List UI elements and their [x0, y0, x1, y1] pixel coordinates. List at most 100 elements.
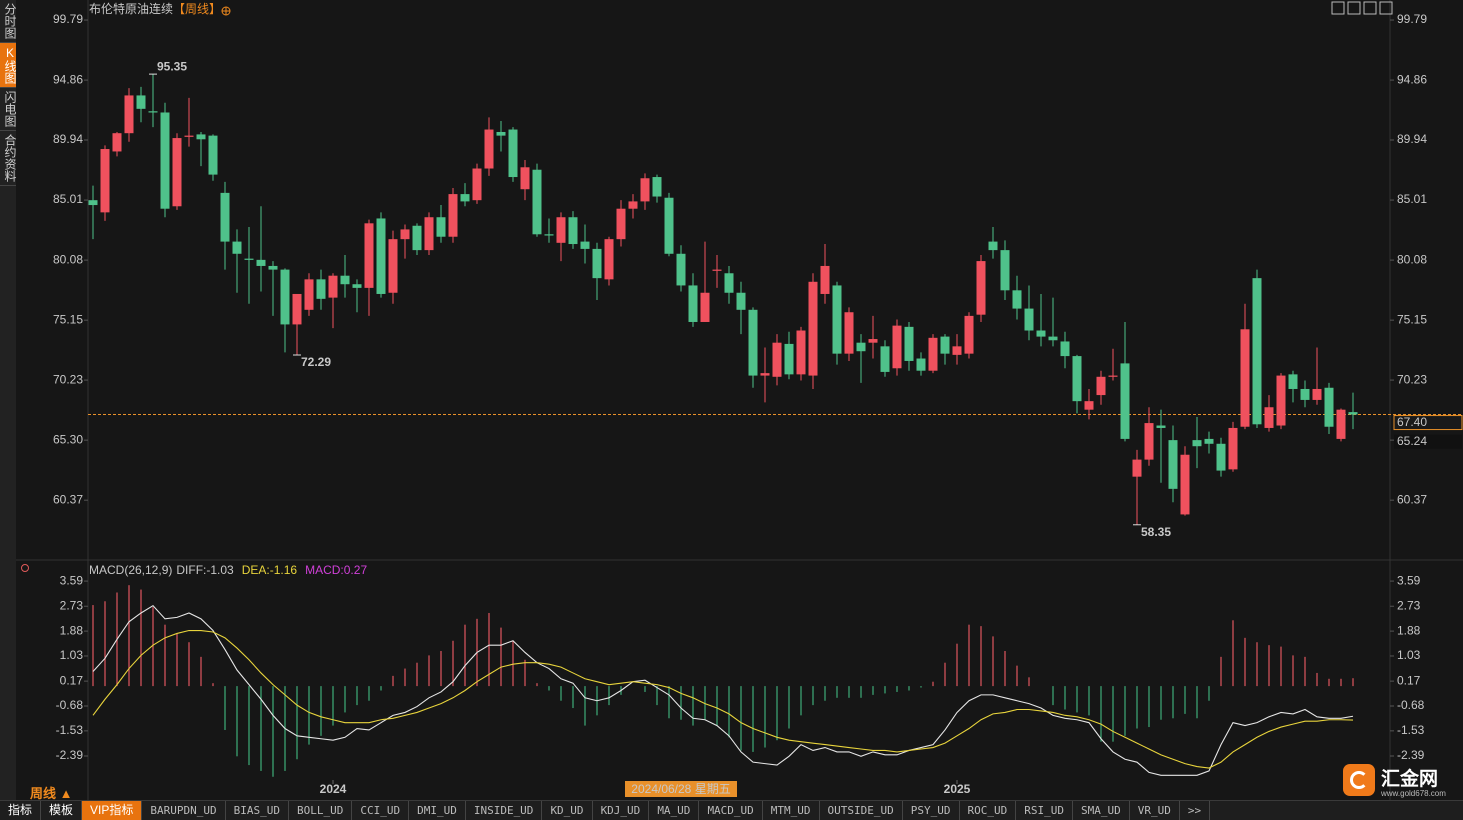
- y-tick-label: -0.68: [56, 698, 84, 712]
- settings-icon[interactable]: [21, 564, 29, 572]
- y-tick-label: 99.79: [53, 12, 83, 26]
- candle-body: [976, 261, 986, 315]
- y-tick-label: 70.23: [53, 372, 83, 386]
- candle-body: [688, 285, 698, 322]
- logo-url: www.gold678.com: [1381, 789, 1446, 798]
- macd-title: MACD(26,12,9): [89, 563, 172, 577]
- candle-body: [1036, 330, 1046, 337]
- candle-body: [988, 241, 998, 251]
- candle-body: [820, 265, 830, 294]
- bottom-tab[interactable]: PSY_UD: [903, 801, 960, 820]
- y-tick-label: 60.37: [53, 492, 83, 506]
- y-tick-label: -2.39: [56, 748, 84, 762]
- crosshair-date-box: [625, 781, 737, 797]
- candle-body: [1144, 423, 1154, 460]
- marker-price-box: [1394, 434, 1462, 449]
- candle-body: [412, 225, 422, 251]
- candle-body: [1348, 412, 1358, 415]
- chart-title: 布伦特原油连续【周线】: [89, 1, 221, 16]
- bottom-tab[interactable]: CCI_UD: [352, 801, 410, 820]
- y-tick-label: 94.86: [53, 72, 83, 86]
- candle-body: [268, 265, 278, 270]
- bottom-tab[interactable]: VR_UD: [1130, 801, 1180, 820]
- bottom-tab[interactable]: MTM_UD: [763, 801, 820, 820]
- y-tick-label: 0.17: [60, 673, 84, 687]
- bottom-tab[interactable]: VIP指标: [82, 801, 143, 820]
- candle-body: [568, 217, 578, 245]
- candle-body: [712, 269, 722, 271]
- bottom-tab[interactable]: BIAS_UD: [226, 801, 289, 820]
- y2-tick-label: -0.68: [1397, 698, 1425, 712]
- bottom-tab[interactable]: KD_UD: [542, 801, 593, 820]
- side-tabs: 分时图 K线图 闪电图 合约资料: [0, 0, 17, 800]
- candle-body: [160, 112, 170, 209]
- candle-body: [928, 337, 938, 371]
- bottom-tab[interactable]: DMI_UD: [409, 801, 466, 820]
- candle-body: [424, 217, 434, 251]
- side-tab[interactable]: 分时图: [0, 0, 17, 43]
- candle-body: [628, 201, 638, 209]
- y2-tick-label: 89.94: [1397, 132, 1427, 146]
- candle-body: [916, 358, 926, 371]
- candle-body: [808, 281, 818, 376]
- candle-body: [868, 339, 878, 343]
- bottom-tab[interactable]: KDJ_UD: [593, 801, 650, 820]
- candle-body: [124, 95, 134, 134]
- candle-body: [1192, 440, 1202, 447]
- bottom-tab[interactable]: MA_UD: [649, 801, 700, 820]
- candle-body: [1312, 388, 1322, 400]
- last-price-label: 67.40: [1397, 415, 1427, 429]
- candle-body: [604, 239, 614, 280]
- candle-body: [400, 229, 410, 240]
- candle-body: [1336, 409, 1346, 439]
- candle-body: [724, 273, 734, 293]
- tool-icon[interactable]: [1347, 1, 1361, 15]
- tool-icon[interactable]: [1331, 1, 1345, 15]
- candle-body: [544, 234, 554, 236]
- candle-body: [760, 373, 770, 376]
- candle-body: [304, 279, 314, 310]
- tool-icon[interactable]: [1363, 1, 1377, 15]
- candle-body: [100, 149, 110, 213]
- side-tab[interactable]: K线图: [0, 43, 17, 88]
- candle-body: [148, 111, 158, 113]
- period-selector[interactable]: 周线 ▲: [30, 786, 73, 801]
- y-tick-label: 85.01: [53, 192, 83, 206]
- candle-body: [1300, 388, 1310, 400]
- candle-body: [652, 177, 662, 197]
- candle-body: [1324, 387, 1334, 427]
- candle-body: [1000, 250, 1010, 291]
- bottom-tab[interactable]: BOLL_UD: [289, 801, 353, 820]
- candle-body: [844, 312, 854, 354]
- bottom-tab[interactable]: MACD_UD: [699, 801, 763, 820]
- last-price-box: [1393, 415, 1463, 431]
- y2-tick-label: 0.17: [1397, 673, 1421, 687]
- bottom-tab[interactable]: BARUPDN_UD: [142, 801, 226, 820]
- candle-body: [1240, 329, 1250, 427]
- side-tab[interactable]: 合约资料: [0, 131, 17, 186]
- bottom-tab[interactable]: RSI_UD: [1016, 801, 1074, 820]
- tool-icon[interactable]: [1379, 1, 1393, 15]
- y2-tick-label: 85.01: [1397, 192, 1427, 206]
- candle-body: [580, 241, 590, 249]
- candle-body: [1024, 308, 1034, 331]
- logo-name: 汇金网: [1381, 769, 1439, 790]
- candle-body: [892, 325, 902, 369]
- candle-body: [700, 292, 710, 322]
- candle-body: [664, 197, 674, 254]
- side-tab[interactable]: 闪电图: [0, 88, 17, 131]
- bottom-tab[interactable]: 模板: [41, 801, 83, 820]
- candle-body: [1012, 290, 1022, 309]
- bottom-tab[interactable]: ROC_UD: [960, 801, 1017, 820]
- y2-tick-label: 1.88: [1397, 623, 1421, 637]
- y-tick-label: -1.53: [56, 723, 84, 737]
- candle-body: [1156, 425, 1166, 428]
- candle-body: [952, 346, 962, 355]
- candle-body: [256, 259, 266, 266]
- candle-body: [616, 208, 626, 240]
- bottom-tab[interactable]: OUTSIDE_UD: [820, 801, 903, 820]
- bottom-tab[interactable]: 指标: [0, 801, 42, 820]
- bottom-tab[interactable]: SMA_UD: [1073, 801, 1130, 820]
- bottom-tab[interactable]: INSIDE_UD: [466, 801, 543, 820]
- bottom-tab[interactable]: >>: [1180, 801, 1211, 820]
